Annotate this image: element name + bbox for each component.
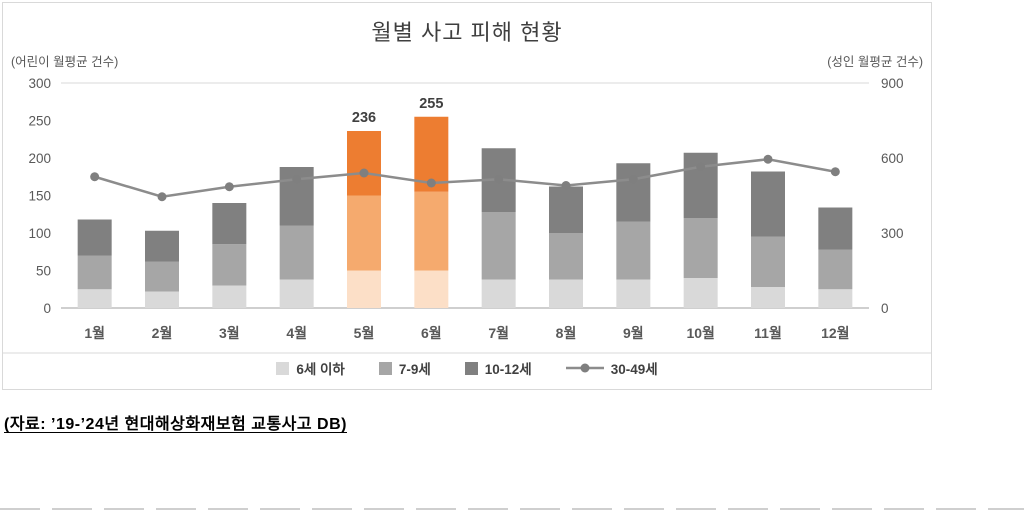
bar-segment (683, 218, 718, 278)
x-axis-label: 9월 (623, 325, 644, 341)
left-axis-tick: 100 (28, 226, 51, 241)
bar-segment (549, 186, 583, 233)
legend-label: 30-49세 (610, 362, 658, 377)
left-axis-tick: 300 (28, 76, 51, 91)
x-axis-label: 6월 (421, 325, 442, 341)
legend-swatch (464, 361, 478, 375)
bottom-divider (0, 508, 1024, 510)
line-marker (696, 162, 706, 172)
line-marker (763, 154, 773, 164)
right-axis-tick: 900 (881, 76, 904, 91)
bar-segment (414, 270, 449, 308)
source-note: (자료: ’19-’24년 현대해상화재보험 교통사고 DB) (4, 410, 347, 434)
bar-segment (347, 131, 381, 196)
bar-segment (145, 291, 179, 308)
left-axis-tick: 200 (28, 151, 51, 166)
bar-segment (77, 255, 112, 290)
legend-item: 7-9세 (378, 358, 431, 378)
legend-label: 6세 이하 (296, 362, 345, 377)
legend-line-marker-icon (565, 363, 604, 373)
bar-segment (549, 233, 583, 280)
line-marker (90, 172, 100, 182)
bar-segment (751, 287, 785, 308)
bar-segment (481, 212, 516, 280)
x-axis-label: 10월 (686, 325, 714, 341)
bar-segment (751, 171, 785, 237)
bar-segment (77, 219, 112, 256)
left-axis-tick: 250 (28, 114, 51, 129)
right-axis-caption: (성인 월평균 건수) (827, 55, 923, 69)
bar-segment (145, 261, 179, 292)
bar-value-label: 255 (419, 96, 443, 112)
bar-segment (77, 289, 112, 308)
x-axis-label: 4월 (286, 325, 307, 341)
bar-segment (818, 289, 853, 308)
legend-item: 10-12세 (464, 358, 532, 378)
chart-plot: 0 50 100 150 200 250 300 0 300 600 900 1월 2월 3월 4월 236 5… (3, 76, 932, 354)
x-axis-label: 11월 (754, 325, 782, 341)
bar-segment (616, 221, 651, 280)
bar-segment (751, 236, 785, 287)
bar-segment (818, 207, 853, 250)
line-marker (561, 181, 571, 190)
bar-segment (212, 244, 247, 286)
line-marker (157, 192, 167, 202)
bar-segment (616, 163, 651, 222)
bar-segment (212, 203, 247, 245)
bar-segment (347, 195, 381, 271)
bar-segment (414, 191, 449, 271)
x-axis-label: 7월 (488, 325, 509, 341)
bar-segment (616, 279, 651, 308)
left-axis-tick: 0 (43, 301, 51, 316)
legend-item: 6세 이하 (276, 358, 345, 378)
bar-segment (549, 279, 583, 308)
legend-label: 10-12세 (484, 362, 532, 377)
bar-segment (212, 285, 247, 308)
bar-segment (818, 249, 853, 290)
right-axis-tick: 600 (881, 151, 904, 166)
monthly-accident-chart: 월별 사고 피해 현황 (어린이 월평균 건수) (성인 월평균 건수) 0 50… (2, 2, 932, 390)
line-marker (426, 178, 436, 188)
x-axis-label: 1월 (84, 325, 105, 341)
bar-value-label: 236 (352, 110, 376, 126)
x-axis-label: 12월 (821, 325, 849, 341)
line-marker (292, 174, 302, 184)
bar-segment (683, 278, 718, 308)
bar-segment (145, 230, 179, 262)
line-marker (494, 174, 504, 184)
chart-title: 월별 사고 피해 현황 (371, 20, 563, 45)
x-axis-label: 8월 (556, 325, 577, 341)
legend-swatch (276, 361, 290, 375)
line-marker (830, 167, 840, 177)
legend-label: 7-9세 (398, 362, 431, 377)
right-axis-tick: 0 (881, 301, 889, 316)
legend-swatch (378, 361, 392, 375)
bar-segment (279, 225, 314, 280)
legend-item: 30-49세 (565, 358, 658, 378)
bar-segment (347, 270, 381, 308)
left-axis-tick: 150 (28, 189, 51, 204)
right-axis-tick: 300 (881, 226, 904, 241)
x-axis-label: 5월 (354, 325, 375, 341)
bar-segment (481, 279, 516, 308)
left-axis-tick: 50 (36, 264, 51, 279)
source-note-text: (자료: ’19-’24년 현대해상화재보험 교통사고 DB) (4, 416, 347, 433)
line-marker (359, 168, 369, 178)
left-axis-caption: (어린이 월평균 건수) (11, 55, 119, 69)
line-series (94, 157, 836, 199)
bar-segment (279, 279, 314, 308)
line-marker (224, 182, 234, 192)
chart-legend: 6세 이하 7-9세 10-12세 30-49세 (3, 358, 931, 378)
x-axis-label: 2월 (152, 325, 173, 341)
line-marker (628, 174, 638, 184)
x-axis-label: 3월 (219, 325, 240, 341)
